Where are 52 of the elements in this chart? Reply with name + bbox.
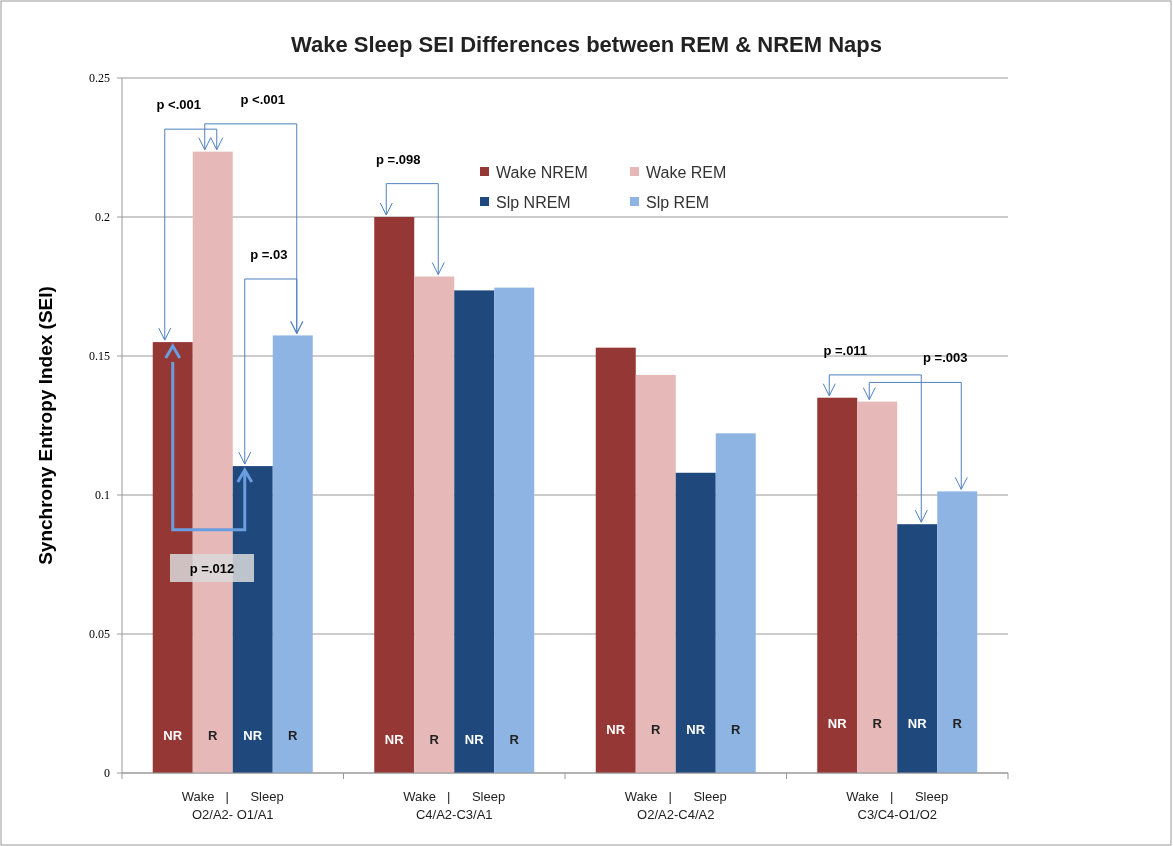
- data-label: R: [288, 728, 299, 743]
- chart-title: Wake Sleep SEI Differences between REM & NREM Naps: [291, 32, 882, 57]
- legend-label: Slp REM: [646, 193, 710, 211]
- data-label: NR: [243, 728, 263, 743]
- y-tick-label: 0.2: [95, 210, 110, 225]
- bar: [635, 374, 676, 773]
- data-label: NR: [464, 732, 485, 747]
- data-label: R: [208, 728, 219, 743]
- legend-label: Slp NREM: [496, 193, 571, 211]
- annotation: p =.011: [823, 342, 868, 358]
- bar: [494, 287, 535, 773]
- data-label: NR: [907, 716, 928, 731]
- bar: [857, 401, 898, 773]
- x-tick-label: Wake | Sleep C4/A2-C3/A1: [403, 789, 506, 822]
- data-label: R: [731, 722, 742, 737]
- data-label: NR: [163, 728, 183, 743]
- data-label: R: [872, 716, 883, 731]
- annotation: p =.098: [376, 151, 421, 167]
- data-label: NR: [606, 722, 626, 737]
- y-tick-label: 0.25: [89, 71, 110, 86]
- data-label: NR: [384, 732, 405, 747]
- x-tick-label: Wake | Sleep O2/A2- O1/A1: [181, 789, 284, 822]
- annotation: p =.003: [923, 350, 968, 366]
- y-tick-label: 0: [104, 766, 110, 781]
- bar: [414, 276, 455, 773]
- data-label: R: [651, 722, 662, 737]
- bar: [272, 335, 313, 773]
- annotation: p =.03: [250, 246, 288, 262]
- annotation: p <.001: [240, 91, 285, 107]
- y-tick-label: 0.05: [89, 627, 110, 642]
- annotation: p <.001: [156, 97, 201, 113]
- bar: [715, 433, 756, 773]
- data-label: R: [952, 716, 963, 731]
- annotation: p =.012: [189, 560, 235, 576]
- data-label: NR: [827, 716, 848, 731]
- bar: [817, 397, 858, 773]
- bar: [675, 472, 716, 773]
- y-tick-label: 0.15: [89, 349, 110, 364]
- data-label: NR: [686, 722, 706, 737]
- y-tick-label: 0.1: [95, 488, 110, 503]
- data-label: R: [509, 732, 520, 747]
- bar: [897, 524, 938, 773]
- legend-label: Wake REM: [646, 163, 727, 181]
- legend-label: Wake NREM: [496, 163, 588, 181]
- y-axis-title: Synchrony Entropy Index (SEI): [35, 286, 56, 565]
- bar: [595, 347, 636, 773]
- bar: [374, 217, 415, 773]
- x-tick-label: Wake | Sleep O2/A2-C4/A2: [624, 789, 727, 822]
- data-label: R: [429, 732, 440, 747]
- bar: [937, 491, 978, 773]
- x-tick-label: Wake | Sleep C3/C4-O1/O2: [846, 789, 949, 822]
- bar: [454, 290, 495, 773]
